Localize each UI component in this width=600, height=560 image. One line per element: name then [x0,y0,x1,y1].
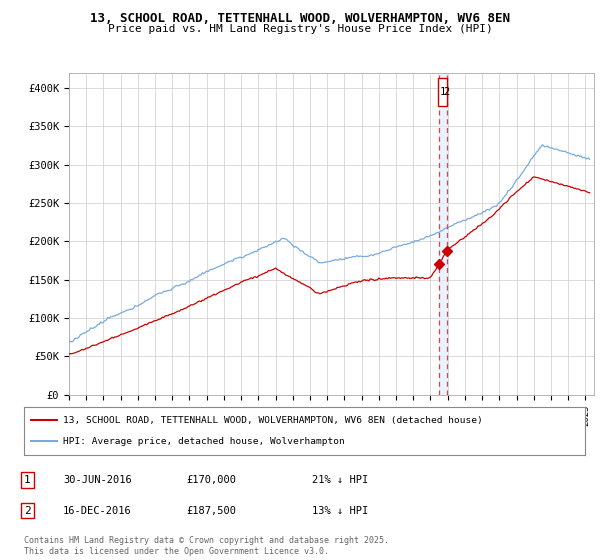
Text: 2: 2 [24,506,31,516]
Text: 13, SCHOOL ROAD, TETTENHALL WOOD, WOLVERHAMPTON, WV6 8EN (detached house): 13, SCHOOL ROAD, TETTENHALL WOOD, WOLVER… [63,416,483,425]
Text: Contains HM Land Registry data © Crown copyright and database right 2025.
This d: Contains HM Land Registry data © Crown c… [24,536,389,556]
FancyBboxPatch shape [438,78,448,106]
Text: 1: 1 [24,475,31,485]
Text: 21% ↓ HPI: 21% ↓ HPI [312,475,368,485]
Text: 13% ↓ HPI: 13% ↓ HPI [312,506,368,516]
Text: Price paid vs. HM Land Registry's House Price Index (HPI): Price paid vs. HM Land Registry's House … [107,24,493,34]
Bar [439,73,447,395]
Text: HPI: Average price, detached house, Wolverhampton: HPI: Average price, detached house, Wolv… [63,437,345,446]
Text: 2: 2 [443,87,449,97]
Text: 1: 1 [439,87,446,97]
Text: £170,000: £170,000 [186,475,236,485]
Text: 13, SCHOOL ROAD, TETTENHALL WOOD, WOLVERHAMPTON, WV6 8EN: 13, SCHOOL ROAD, TETTENHALL WOOD, WOLVER… [90,12,510,25]
Text: £187,500: £187,500 [186,506,236,516]
Text: 16-DEC-2016: 16-DEC-2016 [63,506,132,516]
Text: 30-JUN-2016: 30-JUN-2016 [63,475,132,485]
